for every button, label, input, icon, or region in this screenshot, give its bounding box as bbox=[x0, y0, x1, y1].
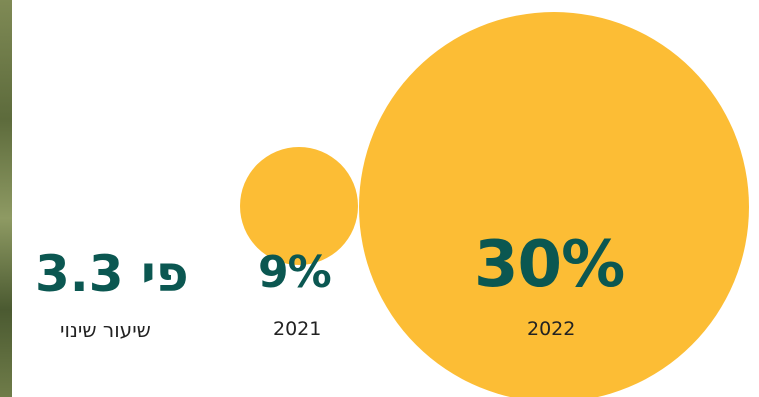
value-label-2021: 9% bbox=[258, 247, 332, 298]
photo-edge-strip bbox=[0, 0, 12, 397]
bubble-2022 bbox=[359, 12, 749, 397]
change-factor-value: פי 3.3 bbox=[35, 245, 189, 303]
category-label-2021: 2021 bbox=[273, 318, 322, 340]
category-label-2022: 2022 bbox=[527, 318, 576, 340]
change-factor-label: שיעור שינוי bbox=[60, 318, 151, 342]
bubble-2021 bbox=[240, 147, 358, 265]
value-label-2022: 30% bbox=[474, 228, 625, 302]
